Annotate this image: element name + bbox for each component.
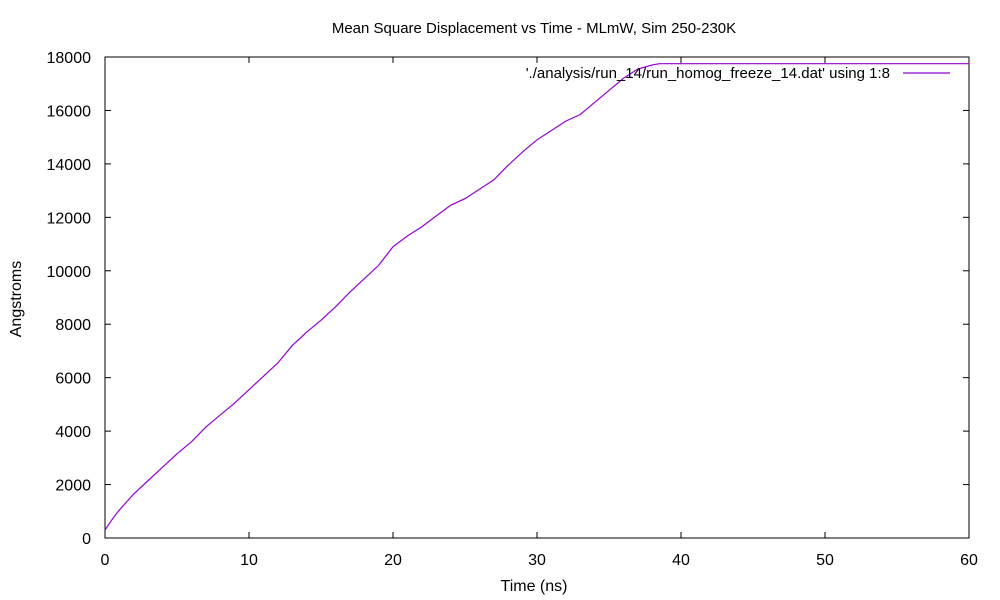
legend-label: './analysis/run_14/run_homog_freeze_14.d… [526,65,890,82]
x-tick-label: 30 [528,552,546,569]
x-tick-label: 10 [240,552,258,569]
y-axis-label: Angstroms [8,261,25,337]
axis-ticks: 0 10 20 30 40 50 60 0 2000 4000 6000 8000 10000 12000… [47,50,979,569]
y-tick-label: 8000 [55,317,91,334]
x-tick-label: 20 [384,552,402,569]
plot-frame [104,56,970,539]
x-tick-label: 40 [672,552,690,569]
legend: './analysis/run_14/run_homog_freeze_14.d… [526,65,950,82]
y-tick-label: 0 [82,531,91,548]
y-tick-label: 10000 [47,264,92,281]
y-tick-label: 16000 [47,103,92,120]
y-tick-label: 4000 [55,424,91,441]
y-tick-label: 2000 [55,478,91,495]
y-tick-label: 14000 [47,157,92,174]
x-tick-label: 60 [960,552,978,569]
chart-title: Mean Square Displacement vs Time - MLmW,… [332,20,736,37]
y-tick-label: 6000 [55,371,91,388]
y-tick-label: 18000 [47,50,92,67]
x-axis-label: Time (ns) [501,578,568,595]
y-tick-label: 12000 [47,210,92,227]
x-tick-label: 0 [101,552,110,569]
x-tick-label: 50 [816,552,834,569]
series-line [104,63,969,531]
series-layer [104,63,969,531]
